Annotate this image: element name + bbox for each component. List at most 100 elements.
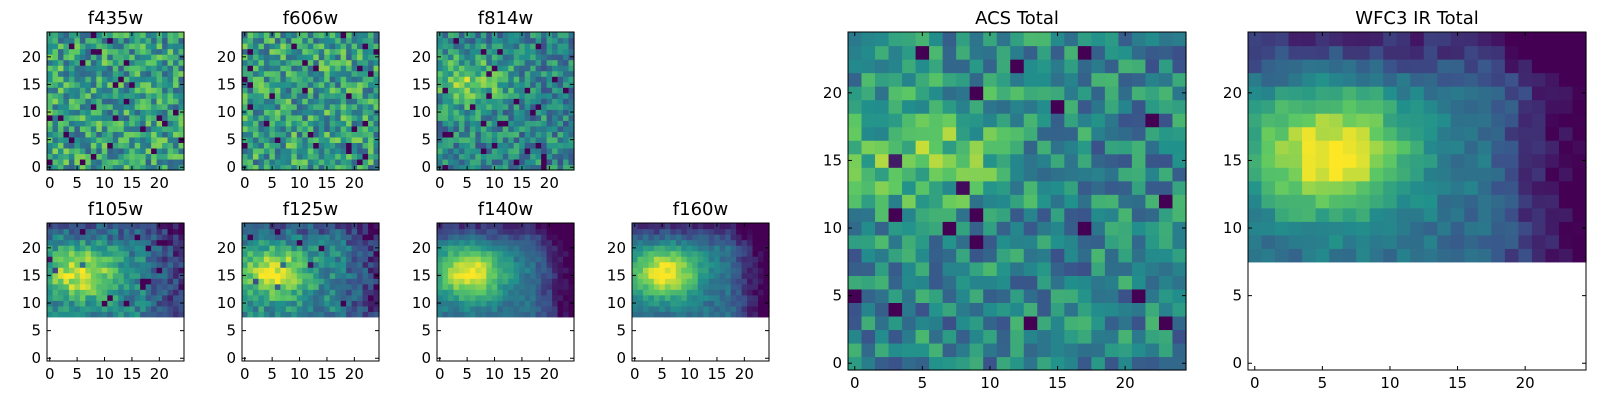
heatmap-cell: [145, 142, 152, 149]
heatmap-cell: [52, 76, 59, 83]
heatmap-cell: [1248, 248, 1263, 263]
heatmap-cell: [1558, 234, 1574, 249]
heatmap-cell: [285, 114, 292, 121]
heatmap-cell: [1158, 221, 1174, 236]
heatmap-cell: [96, 300, 103, 307]
heatmap-cell: [942, 248, 957, 263]
heatmap-cell: [307, 153, 314, 160]
heatmap-cell: [302, 114, 309, 121]
heatmap-cell: [1131, 32, 1147, 47]
y-tick-label: 20: [217, 48, 236, 66]
heatmap-cell: [346, 272, 353, 279]
heatmap-cell: [90, 164, 97, 171]
heatmap-cell: [758, 228, 765, 235]
heatmap-cell: [123, 120, 130, 127]
heatmap-cell: [1037, 126, 1052, 141]
heatmap-cell: [313, 65, 320, 72]
heatmap-cell: [307, 32, 314, 39]
heatmap-cell: [486, 153, 493, 160]
heatmap-cell: [535, 250, 542, 257]
heatmap-cell: [285, 278, 292, 285]
heatmap-cell: [324, 289, 331, 296]
heatmap-cell: [983, 72, 998, 87]
heatmap-cell: [480, 103, 487, 110]
heatmap-cell: [302, 267, 309, 274]
heatmap-cell: [557, 131, 564, 138]
heatmap-cell: [285, 98, 292, 105]
heatmap-cell: [1077, 99, 1092, 114]
heatmap-cell: [173, 239, 180, 246]
heatmap-cell: [96, 289, 103, 296]
heatmap-cell: [942, 126, 957, 141]
heatmap-cell: [642, 234, 650, 241]
heatmap-cell: [63, 223, 70, 230]
heatmap-cell: [145, 92, 152, 99]
heatmap-cell: [47, 283, 54, 290]
heatmap-cell: [1131, 86, 1147, 101]
heatmap-cell: [530, 158, 537, 166]
heatmap-cell: [703, 267, 710, 274]
heatmap-cell: [983, 207, 998, 222]
heatmap-cell: [1077, 72, 1092, 87]
heatmap-cell: [1118, 329, 1133, 344]
heatmap-cell: [530, 65, 537, 72]
heatmap-cell: [1077, 207, 1092, 222]
heatmap-cell: [491, 289, 498, 296]
heatmap-cell: [173, 267, 180, 274]
heatmap-cell: [1531, 72, 1547, 87]
heatmap-cell: [313, 267, 320, 274]
y-tick-label: 20: [1223, 84, 1242, 102]
heatmap-cell: [156, 109, 163, 116]
heatmap-cell: [686, 283, 693, 290]
heatmap-cell: [285, 272, 292, 279]
heatmap-cell: [373, 261, 380, 268]
heatmap-cell: [145, 32, 152, 39]
heatmap-cell: [346, 120, 353, 127]
heatmap-cell: [1077, 45, 1092, 60]
heatmap-cell: [1064, 167, 1079, 182]
heatmap-cell: [848, 153, 863, 168]
heatmap-cell: [752, 289, 759, 296]
heatmap-cell: [107, 228, 114, 235]
y-tick-label: 10: [1223, 219, 1242, 237]
heatmap-cell: [458, 245, 465, 252]
heatmap-cell: [535, 267, 542, 274]
heatmap-cell: [167, 37, 174, 44]
heatmap-cell: [447, 48, 455, 55]
heatmap-cell: [915, 248, 930, 263]
heatmap-cell: [247, 109, 254, 116]
heatmap-cell: [101, 48, 108, 55]
heatmap-cell: [269, 136, 276, 143]
heatmap-cell: [1477, 234, 1492, 249]
heatmap-cell: [736, 223, 743, 230]
heatmap-cell: [458, 54, 465, 61]
heatmap-cell: [996, 45, 1011, 60]
heatmap-cell: [929, 207, 944, 222]
heatmap-cell: [502, 54, 509, 61]
heatmap-cell: [848, 180, 863, 195]
heatmap-cell: [1037, 140, 1052, 155]
heatmap-cell: [1010, 140, 1025, 155]
heatmap-cell: [447, 278, 455, 285]
heatmap-cell: [1383, 248, 1398, 263]
heatmap-cell: [929, 342, 944, 358]
heatmap-cell: [252, 158, 260, 166]
heatmap-cell: [725, 239, 732, 246]
heatmap-cell: [1050, 207, 1065, 222]
heatmap-cell: [156, 59, 163, 66]
heatmap-cell: [491, 305, 498, 312]
heatmap-cell: [1145, 99, 1160, 114]
heatmap-cell: [1010, 72, 1025, 87]
heatmap-cell: [101, 65, 108, 72]
heatmap-cell: [458, 305, 465, 312]
heatmap-cell: [156, 300, 163, 307]
heatmap-cell: [497, 245, 504, 252]
heatmap-cell: [1118, 140, 1133, 155]
heatmap-cell: [1104, 234, 1119, 249]
heatmap-cell: [1558, 126, 1574, 141]
heatmap-cell: [519, 81, 526, 88]
heatmap-cell: [1369, 126, 1384, 141]
heatmap-cell: [74, 48, 81, 55]
heatmap-cell: [63, 256, 70, 263]
heatmap-cell: [875, 180, 890, 195]
